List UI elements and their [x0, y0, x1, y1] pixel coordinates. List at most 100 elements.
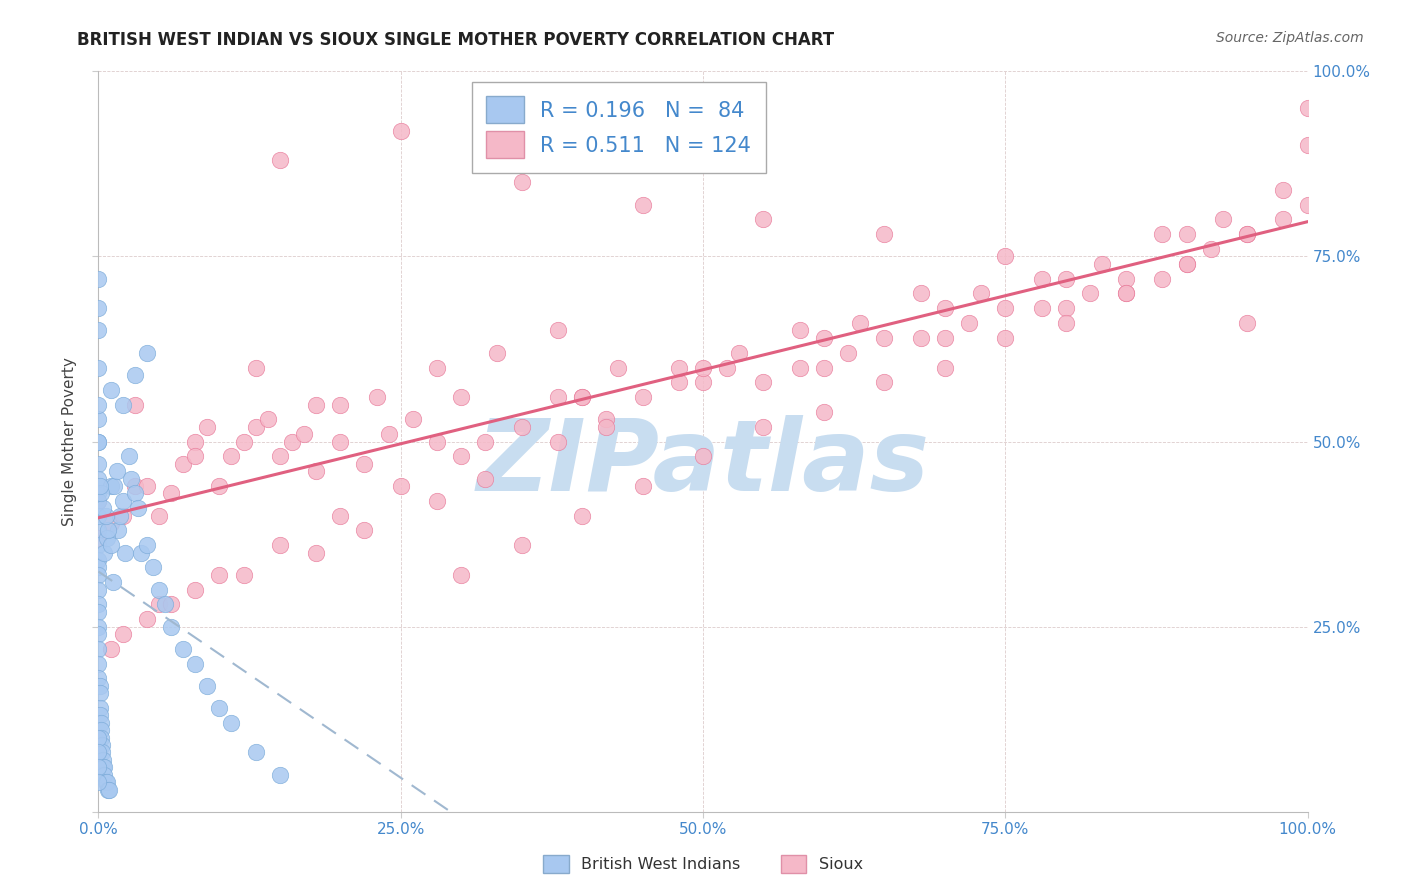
Point [752, 376, 775, 390]
Point [873, 227, 896, 242]
Point [813, 360, 835, 375]
Point [87, 560, 110, 574]
Point [910, 331, 932, 345]
Point [813, 331, 835, 345]
Point [970, 286, 993, 301]
Point [1175, 257, 1198, 271]
Point [510, 419, 533, 434]
Point [813, 405, 835, 419]
Point [910, 286, 932, 301]
Point [1091, 257, 1114, 271]
Point [402, 412, 425, 426]
Point [789, 324, 811, 338]
Point [100, 641, 122, 656]
Point [1175, 227, 1198, 242]
Point [87, 731, 110, 745]
Point [90, 731, 112, 745]
Point [1272, 183, 1295, 197]
Point [111, 493, 134, 508]
Point [103, 479, 125, 493]
Point [305, 464, 328, 478]
Point [692, 450, 714, 464]
Point [87, 582, 110, 597]
Point [1115, 286, 1137, 301]
Point [377, 427, 399, 442]
Point [728, 345, 751, 359]
Point [91, 760, 114, 774]
Point [208, 567, 231, 582]
Point [329, 508, 352, 523]
Point [96, 775, 118, 789]
Point [752, 212, 775, 227]
Point [100, 516, 122, 530]
Point [269, 153, 291, 168]
Point [135, 345, 157, 359]
Point [571, 390, 593, 404]
Point [87, 360, 110, 375]
Point [1031, 301, 1053, 316]
Point [329, 434, 352, 449]
Point [107, 524, 129, 538]
Point [87, 493, 110, 508]
Point [668, 376, 690, 390]
Point [87, 627, 110, 641]
Point [87, 760, 110, 774]
Point [184, 657, 207, 671]
Point [89, 701, 111, 715]
Point [97, 782, 120, 797]
Point [426, 434, 449, 449]
Point [426, 360, 449, 375]
Point [631, 390, 654, 404]
Point [837, 345, 859, 359]
Point [91, 501, 114, 516]
Point [1272, 212, 1295, 227]
Point [100, 479, 122, 493]
Point [873, 376, 896, 390]
Point [595, 419, 617, 434]
Point [366, 390, 388, 404]
Point [129, 546, 152, 560]
Point [450, 390, 472, 404]
Point [994, 331, 1017, 345]
Point [631, 479, 654, 493]
Point [108, 508, 131, 523]
Point [94, 775, 117, 789]
Point [90, 715, 112, 730]
Point [245, 746, 267, 760]
Point [100, 383, 122, 397]
Point [94, 508, 117, 523]
Point [87, 486, 110, 500]
Point [510, 538, 533, 552]
Point [87, 567, 110, 582]
Point [474, 434, 496, 449]
Point [1078, 286, 1101, 301]
Point [269, 538, 291, 552]
Point [450, 567, 472, 582]
Point [1212, 212, 1234, 227]
Point [105, 464, 128, 478]
Point [571, 390, 593, 404]
Point [89, 479, 111, 493]
Point [208, 701, 231, 715]
Point [245, 419, 267, 434]
Point [148, 598, 170, 612]
Point [172, 641, 194, 656]
Point [87, 605, 110, 619]
Point [97, 524, 120, 538]
Point [87, 531, 110, 545]
Point [934, 331, 956, 345]
Point [607, 360, 630, 375]
Point [195, 679, 218, 693]
Point [89, 679, 111, 693]
Point [1296, 102, 1319, 116]
Point [1054, 316, 1077, 330]
Point [1152, 271, 1174, 285]
Point [1054, 301, 1077, 316]
Point [1115, 271, 1137, 285]
Point [114, 546, 136, 560]
Point [91, 753, 114, 767]
Point [789, 360, 811, 375]
Legend: British West Indians, Sioux: British West Indians, Sioux [537, 848, 869, 880]
Point [305, 546, 328, 560]
Point [281, 434, 304, 449]
